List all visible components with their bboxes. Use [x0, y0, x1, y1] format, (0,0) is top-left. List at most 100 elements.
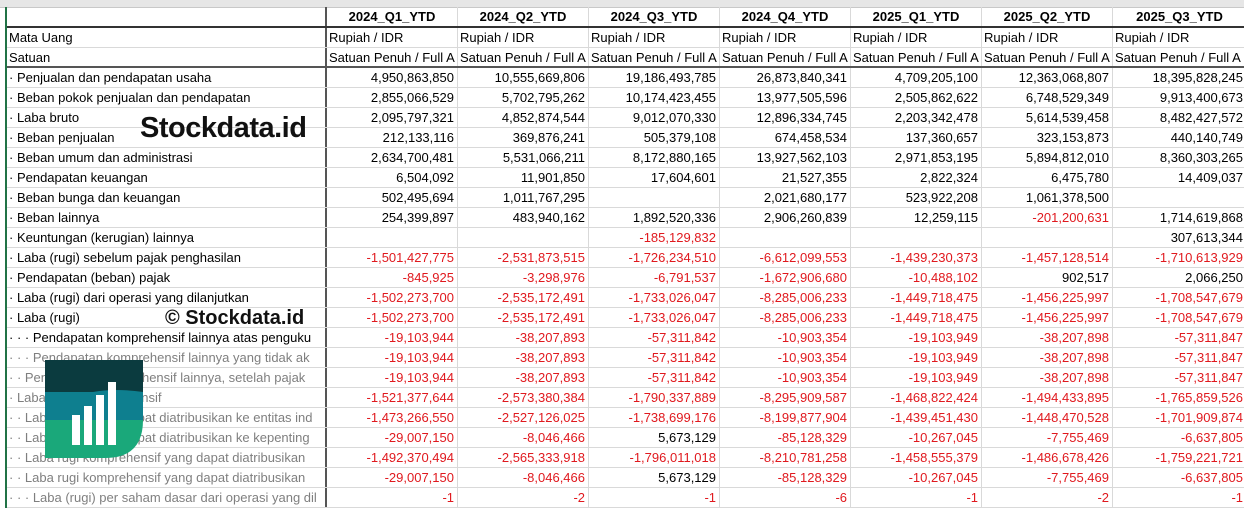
row-label[interactable]: · Keuntungan (kerugian) lainnya	[7, 228, 327, 247]
value-cell[interactable]: 8,172,880,165	[589, 148, 720, 167]
row-label[interactable]: · Pendapatan keuangan	[7, 168, 327, 187]
value-cell[interactable]: 369,876,241	[458, 128, 589, 147]
value-cell[interactable]: -1,708,547,679	[1113, 308, 1244, 327]
value-cell[interactable]: 5,531,066,211	[458, 148, 589, 167]
period-header-2025_Q3_YTD[interactable]: 2025_Q3_YTD	[1113, 7, 1244, 26]
value-cell[interactable]: 505,379,108	[589, 128, 720, 147]
meta-value[interactable]: Satuan Penuh / Full A	[720, 48, 851, 66]
value-cell[interactable]: 323,153,873	[982, 128, 1113, 147]
value-cell[interactable]: -1,468,822,424	[851, 388, 982, 407]
meta-label[interactable]: Mata Uang	[7, 28, 327, 47]
value-cell[interactable]: -7,755,469	[982, 468, 1113, 487]
value-cell[interactable]: -1,473,266,550	[327, 408, 458, 427]
period-header-2024_Q2_YTD[interactable]: 2024_Q2_YTD	[458, 7, 589, 26]
value-cell[interactable]: -10,267,045	[851, 428, 982, 447]
value-cell[interactable]: -1	[589, 488, 720, 507]
meta-value[interactable]: Satuan Penuh / Full A	[327, 48, 458, 66]
value-cell[interactable]: -8,285,006,233	[720, 308, 851, 327]
value-cell[interactable]: 26,873,840,341	[720, 68, 851, 87]
row-label[interactable]: · Beban pokok penjualan dan pendapatan	[7, 88, 327, 107]
row-label[interactable]: · · Laba (rugi) yang dapat diatribusikan…	[7, 408, 327, 427]
value-cell[interactable]: -1,672,906,680	[720, 268, 851, 287]
value-cell[interactable]: 6,475,780	[982, 168, 1113, 187]
row-label[interactable]: · Laba (rugi) komprehensif	[7, 388, 327, 407]
value-cell[interactable]: -6	[720, 488, 851, 507]
value-cell[interactable]: -1,502,273,700	[327, 288, 458, 307]
value-cell[interactable]: -1,456,225,997	[982, 308, 1113, 327]
value-cell[interactable]: -85,128,329	[720, 468, 851, 487]
value-cell[interactable]: -1,494,433,895	[982, 388, 1113, 407]
value-cell[interactable]: -8,199,877,904	[720, 408, 851, 427]
value-cell[interactable]: -845,925	[327, 268, 458, 287]
value-cell[interactable]: -2,531,873,515	[458, 248, 589, 267]
row-label[interactable]: · · · Pendapatan komprehensif lainnya ya…	[7, 348, 327, 367]
value-cell[interactable]: 2,822,324	[851, 168, 982, 187]
value-cell[interactable]: -1,796,011,018	[589, 448, 720, 467]
value-cell[interactable]: -10,903,354	[720, 328, 851, 347]
row-label[interactable]: · · Laba rugi komprehensif yang dapat di…	[7, 448, 327, 467]
value-cell[interactable]: -1,449,718,475	[851, 288, 982, 307]
value-cell[interactable]: 13,977,505,596	[720, 88, 851, 107]
value-cell[interactable]: -2,535,172,491	[458, 288, 589, 307]
value-cell[interactable]: -1	[1113, 488, 1244, 507]
value-cell[interactable]: -1,521,377,644	[327, 388, 458, 407]
value-cell[interactable]: -1,708,547,679	[1113, 288, 1244, 307]
value-cell[interactable]: 10,555,669,806	[458, 68, 589, 87]
value-cell[interactable]: -2,527,126,025	[458, 408, 589, 427]
value-cell[interactable]: 18,395,828,245	[1113, 68, 1244, 87]
value-cell[interactable]: 10,174,423,455	[589, 88, 720, 107]
value-cell[interactable]: 2,021,680,177	[720, 188, 851, 207]
value-cell[interactable]: -29,007,150	[327, 428, 458, 447]
value-cell[interactable]: 1,061,378,500	[982, 188, 1113, 207]
value-cell[interactable]: 2,066,250	[1113, 268, 1244, 287]
meta-value[interactable]: Rupiah / IDR	[327, 28, 458, 47]
value-cell[interactable]: -19,103,949	[851, 368, 982, 387]
value-cell[interactable]: 254,399,897	[327, 208, 458, 227]
value-cell[interactable]: -1,701,909,874	[1113, 408, 1244, 427]
value-cell[interactable]: -10,903,354	[720, 368, 851, 387]
value-cell[interactable]: -57,311,842	[589, 368, 720, 387]
meta-value[interactable]: Satuan Penuh / Full A	[458, 48, 589, 66]
value-cell[interactable]: -57,311,842	[589, 348, 720, 367]
value-cell[interactable]: -85,128,329	[720, 428, 851, 447]
value-cell[interactable]: -8,295,909,587	[720, 388, 851, 407]
value-cell[interactable]: 19,186,493,785	[589, 68, 720, 87]
value-cell[interactable]: -7,755,469	[982, 428, 1113, 447]
value-cell[interactable]: 6,504,092	[327, 168, 458, 187]
period-header-2024_Q4_YTD[interactable]: 2024_Q4_YTD	[720, 7, 851, 26]
value-cell[interactable]: -1,733,026,047	[589, 308, 720, 327]
value-cell[interactable]: -1,439,451,430	[851, 408, 982, 427]
value-cell[interactable]: -29,007,150	[327, 468, 458, 487]
value-cell[interactable]: -38,207,898	[982, 328, 1113, 347]
value-cell[interactable]: 2,505,862,622	[851, 88, 982, 107]
value-cell[interactable]: 12,259,115	[851, 208, 982, 227]
value-cell[interactable]: -185,129,832	[589, 228, 720, 247]
row-label[interactable]: · · Laba (rugi) yang dapat diatribusikan…	[7, 428, 327, 447]
meta-value[interactable]: Satuan Penuh / Full A	[982, 48, 1113, 66]
value-cell[interactable]: -2,565,333,918	[458, 448, 589, 467]
value-cell[interactable]: -1,449,718,475	[851, 308, 982, 327]
row-label[interactable]: · Laba (rugi) sebelum pajak penghasilan	[7, 248, 327, 267]
meta-value[interactable]: Satuan Penuh / Full A	[589, 48, 720, 66]
value-cell[interactable]: 523,922,208	[851, 188, 982, 207]
value-cell[interactable]: -1,710,613,929	[1113, 248, 1244, 267]
value-cell[interactable]: -10,267,045	[851, 468, 982, 487]
value-cell[interactable]	[720, 228, 851, 247]
meta-value[interactable]: Rupiah / IDR	[458, 28, 589, 47]
value-cell[interactable]: -57,311,842	[589, 328, 720, 347]
value-cell[interactable]: -1,738,699,176	[589, 408, 720, 427]
value-cell[interactable]: 4,709,205,100	[851, 68, 982, 87]
value-cell[interactable]: 17,604,601	[589, 168, 720, 187]
value-cell[interactable]: 2,095,797,321	[327, 108, 458, 127]
value-cell[interactable]: -57,311,847	[1113, 328, 1244, 347]
row-label[interactable]: · · Pendapatan komprehensif lainnya, set…	[7, 368, 327, 387]
value-cell[interactable]: -6,637,805	[1113, 468, 1244, 487]
meta-value[interactable]: Rupiah / IDR	[720, 28, 851, 47]
period-header-2024_Q3_YTD[interactable]: 2024_Q3_YTD	[589, 7, 720, 26]
value-cell[interactable]: 212,133,116	[327, 128, 458, 147]
spreadsheet-grid[interactable]: 2024_Q1_YTD 2024_Q2_YTD 2024_Q3_YTD 2024_Q4…	[5, 7, 1244, 508]
value-cell[interactable]: 2,971,853,195	[851, 148, 982, 167]
value-cell[interactable]: -38,207,893	[458, 348, 589, 367]
value-cell[interactable]: -19,103,949	[851, 328, 982, 347]
value-cell[interactable]: -1,501,427,775	[327, 248, 458, 267]
